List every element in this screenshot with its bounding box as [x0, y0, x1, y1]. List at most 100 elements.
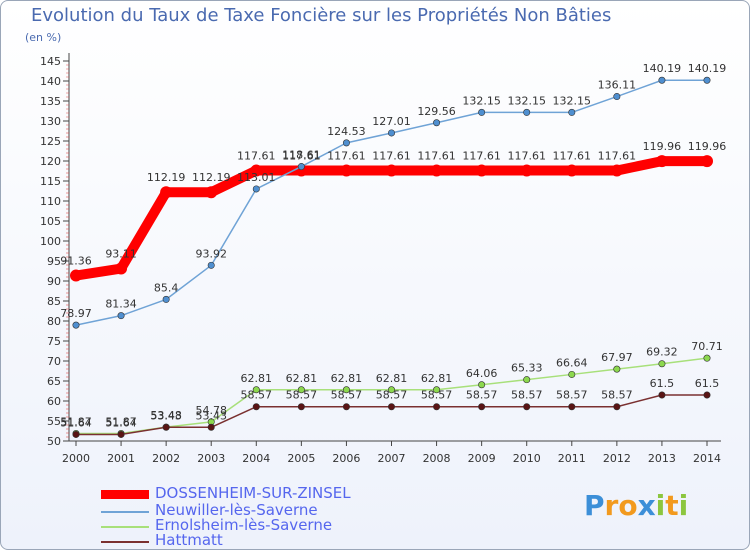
data-label: 62.81	[331, 372, 363, 385]
series-point-2	[252, 386, 260, 394]
series-point-3	[478, 403, 486, 411]
data-label: 53.43	[150, 409, 182, 422]
data-label: 132.15	[553, 94, 592, 107]
series-point-1	[342, 139, 350, 147]
series-point-1	[297, 163, 305, 171]
data-label: 119.96	[643, 140, 682, 153]
x-tick-label: 2009	[468, 452, 496, 465]
data-label: 117.61	[598, 150, 637, 163]
series-point-1	[658, 76, 666, 84]
series-point-0	[250, 164, 263, 177]
series-point-1	[207, 261, 215, 269]
series-point-3	[523, 403, 531, 411]
chart-title: Evolution du Taux de Taxe Foncière sur l…	[31, 5, 612, 26]
data-label: 58.57	[376, 389, 408, 402]
y-tick-label: 70	[47, 355, 61, 368]
x-tick-label: 2003	[197, 452, 225, 465]
data-label: 117.61	[417, 150, 456, 163]
data-label: 140.19	[688, 62, 727, 75]
y-tick-label: 100	[40, 235, 61, 248]
data-label: 112.19	[192, 171, 231, 184]
data-label: 54.78	[195, 404, 227, 417]
data-label: 117.61	[553, 150, 592, 163]
y-tick-label: 115	[40, 175, 61, 188]
y-tick-label: 110	[40, 195, 61, 208]
data-label: 58.57	[286, 389, 318, 402]
data-label: 70.71	[691, 340, 723, 353]
series-point-1	[72, 321, 80, 329]
series-point-3	[72, 430, 80, 438]
data-label: 67.97	[601, 351, 633, 364]
x-tick-label: 2012	[603, 452, 631, 465]
series-point-2	[478, 381, 486, 389]
data-label: 136.11	[598, 79, 637, 92]
series-point-0	[655, 155, 668, 168]
x-tick-label: 2006	[332, 452, 360, 465]
series-point-1	[568, 108, 576, 116]
unit-label: (en %)	[25, 31, 62, 44]
series-point-2	[523, 376, 531, 384]
data-label: 62.81	[286, 372, 318, 385]
data-label: 113.01	[237, 171, 276, 184]
series-point-2	[613, 365, 621, 373]
series-point-0	[565, 164, 578, 177]
data-label: 117.61	[282, 150, 321, 163]
data-label: 66.64	[556, 356, 588, 369]
series-point-0	[115, 262, 128, 275]
series-point-2	[703, 354, 711, 362]
data-label: 62.81	[376, 372, 408, 385]
series-point-3	[658, 391, 666, 399]
series-point-2	[568, 370, 576, 378]
data-label: 93.11	[105, 248, 137, 261]
series-point-0	[610, 164, 623, 177]
data-label: 81.34	[105, 298, 137, 311]
x-tick-label: 2001	[107, 452, 135, 465]
data-label: 117.61	[507, 150, 546, 163]
series-point-0	[340, 164, 353, 177]
data-label: 78.97	[60, 307, 92, 320]
series-point-1	[252, 185, 260, 193]
data-label: 117.61	[327, 150, 366, 163]
series-point-0	[520, 164, 533, 177]
series-point-3	[568, 403, 576, 411]
series-point-3	[297, 403, 305, 411]
x-tick-label: 2007	[378, 452, 406, 465]
series-point-3	[342, 403, 350, 411]
data-label: 58.57	[511, 389, 543, 402]
x-tick-label: 2000	[62, 452, 90, 465]
data-label: 51.87	[105, 416, 137, 429]
data-label: 61.5	[695, 377, 720, 390]
series-point-1	[387, 129, 395, 137]
legend-label: Neuwiller-lès-Saverne	[155, 501, 318, 519]
series-point-1	[162, 295, 170, 303]
series-point-0	[430, 164, 443, 177]
series-point-3	[613, 403, 621, 411]
data-label: 91.36	[60, 255, 92, 268]
data-label: 69.32	[646, 346, 678, 359]
series-point-2	[297, 386, 305, 394]
data-label: 127.01	[372, 115, 411, 128]
series-point-3	[117, 430, 125, 438]
legend-swatch	[101, 541, 149, 543]
data-label: 62.81	[241, 372, 273, 385]
data-label: 58.57	[601, 389, 633, 402]
series-point-2	[387, 386, 395, 394]
data-label: 53.43	[195, 409, 227, 422]
x-tick-label: 2011	[558, 452, 586, 465]
data-label: 118.61	[282, 149, 321, 162]
series-point-0	[385, 164, 398, 177]
data-label: 61.5	[650, 377, 675, 390]
data-label: 65.33	[511, 362, 543, 375]
legend-swatch	[101, 526, 149, 528]
series-point-1	[523, 108, 531, 116]
series-point-0	[701, 155, 713, 168]
data-label: 51.64	[105, 416, 137, 429]
data-label: 132.15	[462, 94, 501, 107]
series-point-3	[703, 391, 711, 399]
y-tick-label: 95	[47, 255, 61, 268]
y-tick-label: 50	[47, 435, 61, 448]
series-point-0	[205, 186, 218, 199]
series-point-1	[703, 76, 711, 84]
data-label: 119.96	[688, 140, 727, 153]
